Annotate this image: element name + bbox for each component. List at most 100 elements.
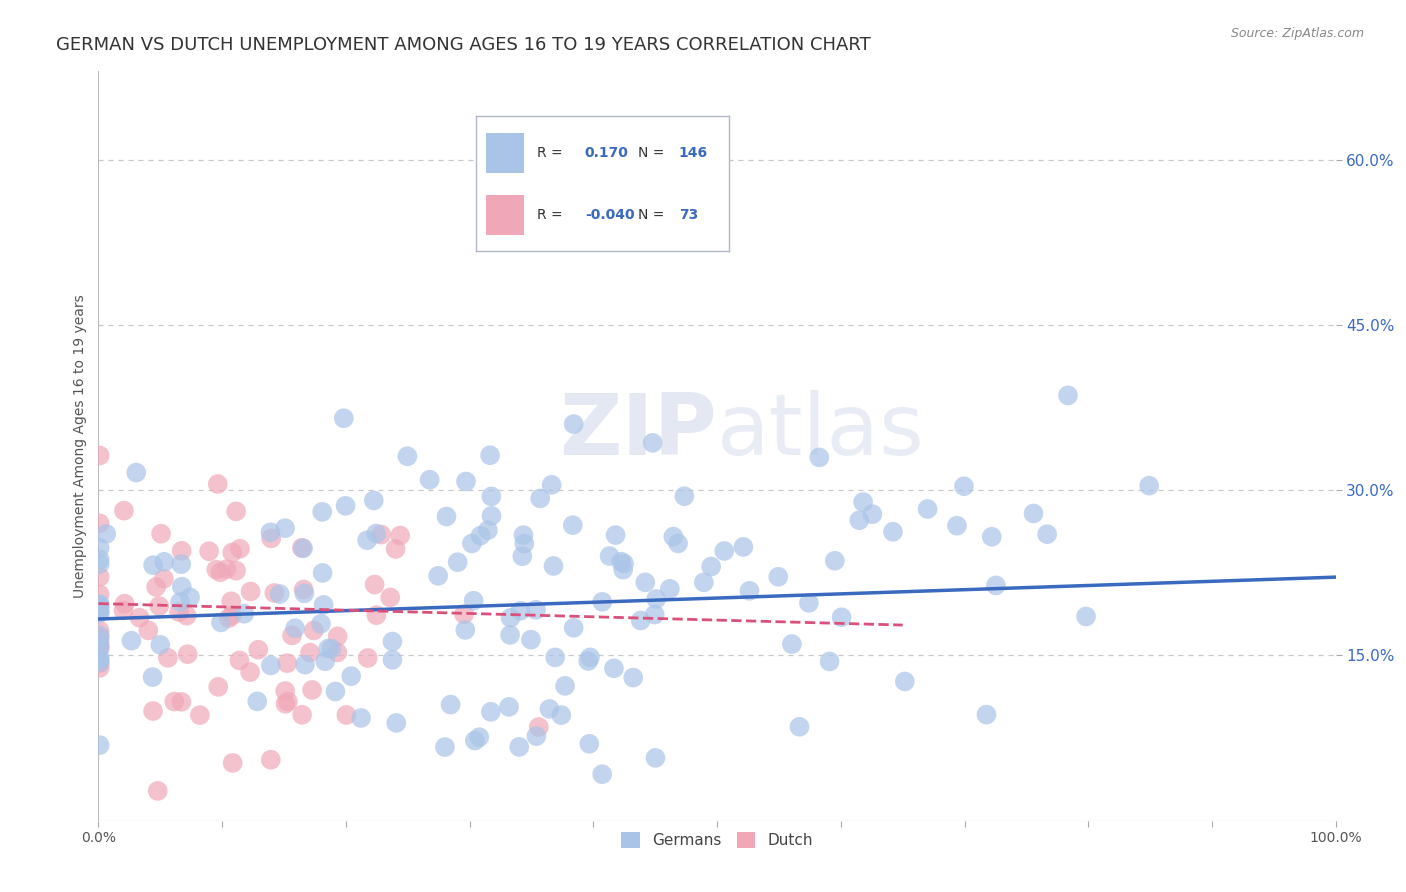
- Point: [381, 634, 404, 648]
- Point: [89, 570, 111, 584]
- Point: [148, 599, 170, 613]
- Point: [644, 751, 666, 765]
- Point: [976, 707, 998, 722]
- Point: [163, 695, 186, 709]
- Point: [142, 704, 165, 718]
- Point: [169, 595, 191, 609]
- Point: [138, 624, 160, 638]
- Point: [463, 593, 485, 607]
- Point: [454, 623, 477, 637]
- Point: [335, 708, 357, 723]
- Point: [366, 608, 388, 623]
- Point: [797, 596, 820, 610]
- Point: [269, 587, 291, 601]
- Point: [666, 536, 689, 550]
- Point: [167, 605, 190, 619]
- Point: [89, 634, 111, 648]
- Point: [561, 518, 583, 533]
- Text: atlas: atlas: [717, 390, 925, 473]
- Point: [453, 607, 475, 621]
- Point: [221, 545, 243, 559]
- Point: [89, 656, 111, 670]
- Point: [146, 784, 169, 798]
- Point: [389, 528, 412, 542]
- Point: [603, 661, 626, 675]
- Point: [562, 417, 585, 431]
- Point: [713, 544, 735, 558]
- Point: [554, 679, 576, 693]
- Point: [508, 739, 530, 754]
- Point: [544, 650, 567, 665]
- Point: [498, 699, 520, 714]
- Point: [499, 628, 522, 642]
- Point: [419, 473, 441, 487]
- Point: [149, 638, 172, 652]
- Point: [578, 737, 600, 751]
- Point: [576, 654, 599, 668]
- Point: [464, 733, 486, 747]
- Point: [1057, 388, 1080, 402]
- Point: [294, 657, 316, 672]
- Point: [89, 738, 111, 752]
- Point: [302, 624, 325, 638]
- Point: [312, 598, 335, 612]
- Point: [209, 565, 232, 579]
- Point: [543, 558, 565, 573]
- Point: [461, 536, 484, 550]
- Point: [644, 607, 666, 622]
- Point: [274, 684, 297, 698]
- Point: [260, 532, 283, 546]
- Point: [284, 621, 307, 635]
- Point: [481, 508, 503, 523]
- Text: ZIP: ZIP: [560, 390, 717, 473]
- Point: [274, 697, 297, 711]
- Point: [291, 707, 314, 722]
- Point: [114, 597, 136, 611]
- Point: [188, 708, 211, 723]
- Point: [89, 552, 111, 566]
- Point: [239, 584, 262, 599]
- Point: [479, 490, 502, 504]
- Point: [225, 564, 247, 578]
- Point: [225, 504, 247, 518]
- Point: [385, 715, 408, 730]
- Point: [89, 597, 111, 611]
- Point: [540, 478, 562, 492]
- Point: [179, 591, 201, 605]
- Point: [89, 624, 111, 638]
- Point: [89, 630, 111, 644]
- Point: [524, 729, 547, 743]
- Text: Source: ZipAtlas.com: Source: ZipAtlas.com: [1230, 27, 1364, 40]
- Point: [170, 695, 193, 709]
- Legend: Germans, Dutch: Germans, Dutch: [616, 826, 818, 855]
- Text: GERMAN VS DUTCH UNEMPLOYMENT AMONG AGES 16 TO 19 YEARS CORRELATION CHART: GERMAN VS DUTCH UNEMPLOYMENT AMONG AGES …: [56, 36, 870, 54]
- Point: [260, 658, 283, 673]
- Point: [384, 541, 406, 556]
- Point: [89, 598, 111, 612]
- Point: [89, 605, 111, 619]
- Point: [509, 604, 531, 618]
- Point: [89, 541, 111, 555]
- Point: [215, 562, 238, 576]
- Point: [789, 720, 811, 734]
- Point: [433, 739, 456, 754]
- Point: [356, 533, 378, 548]
- Point: [120, 633, 142, 648]
- Point: [427, 569, 450, 583]
- Point: [170, 580, 193, 594]
- Point: [218, 611, 240, 625]
- Point: [477, 523, 499, 537]
- Point: [89, 600, 111, 615]
- Point: [247, 642, 270, 657]
- Point: [520, 632, 543, 647]
- Point: [89, 606, 111, 620]
- Point: [333, 411, 356, 425]
- Point: [621, 671, 644, 685]
- Point: [693, 575, 716, 590]
- Point: [768, 570, 790, 584]
- Point: [953, 479, 976, 493]
- Point: [153, 555, 176, 569]
- Point: [176, 608, 198, 623]
- Point: [89, 651, 111, 665]
- Point: [738, 583, 761, 598]
